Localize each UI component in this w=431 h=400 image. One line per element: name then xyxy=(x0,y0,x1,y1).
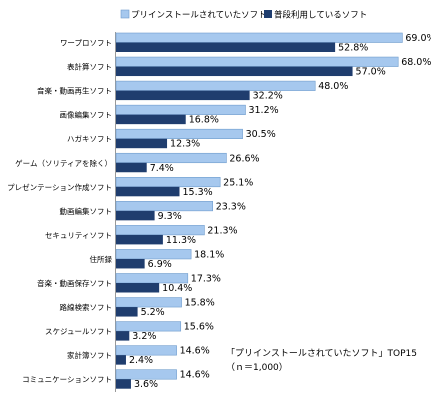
value-label-preinstalled: 26.6% xyxy=(229,153,259,164)
category-label: 画像編集ソフト xyxy=(60,110,113,120)
value-label-preinstalled: 14.6% xyxy=(180,370,210,381)
category-label: 動画編集ソフト xyxy=(60,206,113,216)
bar-daily-use xyxy=(116,90,250,101)
legend-label-preinstalled: プリインストールされていたソフト xyxy=(131,11,267,21)
value-label-preinstalled: 48.0% xyxy=(318,81,348,92)
category-label: スケジュールソフト xyxy=(45,327,112,336)
bar-daily-use xyxy=(116,258,145,269)
value-label-preinstalled: 14.6% xyxy=(180,346,210,357)
value-label-preinstalled: 25.1% xyxy=(223,177,253,188)
bar-daily-use xyxy=(116,307,138,317)
bar-preinstalled xyxy=(115,128,243,139)
value-label-preinstalled: 21.3% xyxy=(207,225,237,236)
category-label: ワープロソフト xyxy=(60,39,112,48)
value-label-daily-use: 16.8% xyxy=(189,115,219,126)
chart-note-title: 「プリインストールされていたソフト」TOP15 xyxy=(226,348,417,359)
bar-daily-use xyxy=(116,379,131,389)
bar-preinstalled xyxy=(115,80,316,91)
bar-preinstalled xyxy=(115,321,182,332)
value-label-daily-use: 32.2% xyxy=(253,91,283,102)
value-label-preinstalled: 23.3% xyxy=(216,201,246,212)
plot-area: ワープロソフト 69.0% 52.8% 表計算ソフト 68.0% 57.0% 音楽・動画再生… xyxy=(7,32,431,390)
bar-preinstalled xyxy=(115,249,192,260)
value-label-daily-use: 52.8% xyxy=(338,43,368,54)
value-label-preinstalled: 31.2% xyxy=(248,105,278,116)
bar-daily-use xyxy=(116,355,126,365)
value-label-daily-use: 3.2% xyxy=(132,331,156,342)
bar-preinstalled xyxy=(115,177,221,188)
value-label-daily-use: 9.3% xyxy=(158,211,182,222)
bar-preinstalled xyxy=(115,225,205,236)
value-label-daily-use: 6.9% xyxy=(148,259,172,270)
category-label: ハガキソフト xyxy=(67,134,112,144)
bar-daily-use xyxy=(116,210,155,221)
bar-daily-use xyxy=(116,138,168,149)
category-label: プレゼンテーション作成ソフト xyxy=(7,182,112,192)
bar-preinstalled xyxy=(115,152,227,164)
bar-preinstalled xyxy=(115,56,399,67)
legend-swatch-preinstalled xyxy=(120,9,130,19)
chart-note-sample-size: （ｎ＝1,000） xyxy=(226,362,288,373)
category-label: 家計簿ソフト xyxy=(67,350,112,360)
value-label-daily-use: 7.4% xyxy=(150,163,174,174)
value-label-daily-use: 12.3% xyxy=(170,139,200,150)
value-label-preinstalled: 30.5% xyxy=(246,129,276,140)
bar-preinstalled xyxy=(115,32,403,43)
value-label-daily-use: 15.3% xyxy=(182,187,212,198)
value-label-preinstalled: 17.3% xyxy=(191,274,221,285)
bar-preinstalled xyxy=(115,297,182,308)
category-label: 音楽・動画保存ソフト xyxy=(37,278,112,288)
legend-swatch-daily-use xyxy=(264,10,272,18)
value-label-preinstalled: 15.8% xyxy=(185,298,215,309)
value-label-preinstalled: 18.1% xyxy=(194,249,224,260)
category-label: 住所録 xyxy=(90,254,113,264)
bar-daily-use xyxy=(116,114,186,125)
value-label-daily-use: 2.4% xyxy=(129,355,153,366)
value-label-preinstalled: 69.0% xyxy=(405,33,431,44)
bar-preinstalled xyxy=(115,345,177,356)
bar-preinstalled xyxy=(115,369,177,380)
legend: プリインストールされていたソフト 普段利用しているソフト xyxy=(120,9,367,21)
bar-daily-use xyxy=(116,66,353,77)
bar-daily-use xyxy=(116,283,160,293)
bar-preinstalled xyxy=(115,201,213,212)
bar-daily-use xyxy=(116,186,180,197)
bar-daily-use xyxy=(116,234,163,245)
value-label-daily-use: 10.4% xyxy=(162,283,192,294)
value-label-daily-use: 5.2% xyxy=(141,307,165,318)
category-label: 表計算ソフト xyxy=(67,62,112,72)
bar-preinstalled xyxy=(115,273,189,284)
category-label: ゲーム（ソリティアを除く） xyxy=(15,158,112,168)
value-label-daily-use: 57.0% xyxy=(356,67,386,78)
bar-daily-use xyxy=(116,162,147,173)
value-label-preinstalled: 15.6% xyxy=(184,322,214,333)
value-label-daily-use: 3.6% xyxy=(134,379,158,390)
category-label: コミュニケーションソフト xyxy=(22,375,112,384)
category-label: セキュリティソフト xyxy=(45,231,112,240)
bar-daily-use xyxy=(116,42,336,52)
legend-label-daily-use: 普段利用しているソフト xyxy=(274,10,367,21)
value-label-daily-use: 11.3% xyxy=(166,235,196,246)
bar-daily-use xyxy=(116,331,130,341)
category-label: 路線検索ソフト xyxy=(60,302,113,312)
bar-preinstalled xyxy=(115,104,246,115)
chart-note: 「プリインストールされていたソフト」TOP15 （ｎ＝1,000） xyxy=(226,348,417,373)
value-label-preinstalled: 68.0% xyxy=(401,57,431,68)
category-label: 音楽・動画再生ソフト xyxy=(37,86,112,96)
